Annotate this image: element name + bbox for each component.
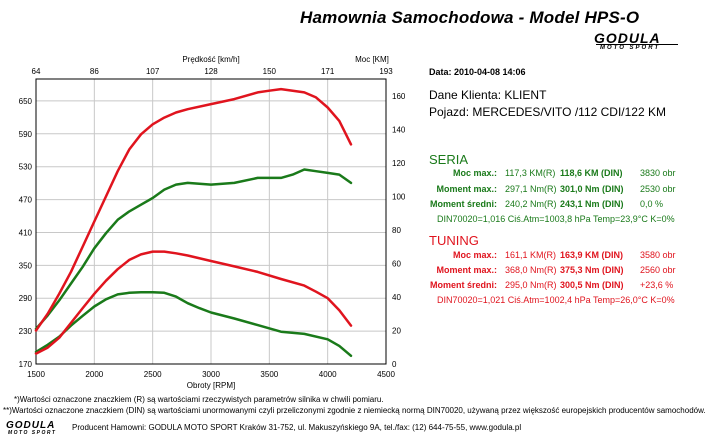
x-tick-label: 2500: [144, 370, 162, 379]
tuning-avg-pct: +23,6 %: [640, 280, 674, 290]
y-right-tick-label: 80: [392, 226, 401, 235]
top-tick-label: 150: [263, 67, 277, 76]
seria-torque-label: Moment max.:: [436, 184, 497, 194]
seria-title: SERIA: [429, 152, 469, 167]
tuning-din-line: DIN70020=1,021 Ciś.Atm=1002,4 hPa Temp=2…: [437, 295, 675, 305]
vehicle-info: Pojazd: MERCEDES/VITO /112 CDI/122 KM: [429, 105, 666, 119]
series-line-0: [34, 168, 353, 331]
series-line-1: [34, 290, 353, 358]
y-left-tick-label: 350: [19, 261, 33, 270]
y-left-tick-label: 410: [19, 228, 33, 237]
x-tick-label: 2000: [85, 370, 103, 379]
seria-power-din: 118,6 KM (DIN): [560, 168, 623, 178]
seria-din-line: DIN70020=1,016 Ciś.Atm=1003,8 hPa Temp=2…: [437, 214, 675, 224]
plot-frame: [35, 78, 387, 365]
y-left-tick-label: 470: [19, 196, 33, 205]
seria-torque-din: 301,0 Nm (DIN): [560, 184, 624, 194]
footer-logo: GODULA: [6, 420, 56, 431]
y-right-tick-label: 40: [392, 293, 401, 302]
top-axis-label: Prędkość [km/h]: [182, 55, 239, 64]
seria-power-rpm: 3830 obr: [640, 168, 676, 178]
logo: GODULA: [594, 30, 661, 46]
dyno-chart: 1500642000862500107300012835001504000171…: [19, 55, 406, 390]
logo-subtitle: MOTO SPORT: [600, 45, 661, 51]
top-tick-label: 128: [204, 67, 218, 76]
y-left-tick-label: 650: [19, 97, 33, 106]
client-info: Dane Klienta: KLIENT: [429, 88, 547, 102]
y-right-tick-label: 140: [392, 125, 406, 134]
footnote-r: *)Wartości oznaczone znaczkiem (R) są wa…: [14, 395, 384, 404]
y-right-tick-label: 20: [392, 326, 401, 335]
y-left-tick-label: 590: [19, 130, 33, 139]
x-tick-label: 4000: [319, 370, 337, 379]
y-right-tick-label: 120: [392, 159, 406, 168]
seria-torque-r: 297,1 Nm(R): [505, 184, 557, 194]
tuning-avg-label: Moment średni:: [429, 280, 497, 290]
x-tick-label: 3500: [260, 370, 278, 379]
top-tick-label: 107: [146, 67, 160, 76]
x-tick-label: 3000: [202, 370, 220, 379]
y-left-tick-label: 290: [19, 294, 33, 303]
test-date: Data: 2010-04-08 14:06: [429, 67, 526, 77]
y-right-tick-label: 160: [392, 92, 406, 101]
tuning-power-din: 163,9 KM (DIN): [560, 250, 624, 260]
seria-avg-label: Moment średni:: [429, 199, 497, 209]
x-tick-label: 4500: [377, 370, 395, 379]
y-right-tick-label: 0: [392, 360, 397, 369]
tuning-torque-rpm: 2560 obr: [640, 265, 676, 275]
footnote-din: **)Wartości oznaczone znaczkiem (DIN) są…: [3, 406, 706, 415]
seria-power-r: 117,3 KM(R): [505, 168, 556, 178]
x-axis-label: Obroty [RPM]: [187, 381, 235, 390]
tuning-power-r: 161,1 KM(R): [505, 250, 557, 260]
tuning-avg-din: 300,5 Nm (DIN): [560, 280, 624, 290]
tuning-torque-r: 368,0 Nm(R): [505, 265, 557, 275]
seria-avg-din: 243,1 Nm (DIN): [560, 199, 624, 209]
chart-series: [34, 87, 353, 358]
series-line-3: [34, 250, 353, 355]
tuning-title: TUNING: [429, 233, 479, 248]
footer-logo-subtitle: MOTO SPORT: [8, 430, 57, 436]
tuning-torque-label: Moment max.:: [436, 265, 497, 275]
top-tick-label: 86: [90, 67, 99, 76]
y-left-tick-label: 530: [19, 163, 33, 172]
logo-underline: [596, 44, 678, 45]
y-right-tick-label: 100: [392, 192, 406, 201]
seria-torque-rpm: 2530 obr: [640, 184, 676, 194]
page-title: Hamownia Samochodowa - Model HPS-O: [300, 8, 640, 27]
tuning-avg-r: 295,0 Nm(R): [505, 280, 557, 290]
seria-power-label: Moc max.:: [452, 168, 497, 178]
chart-grid: [36, 79, 386, 364]
seria-avg-r: 240,2 Nm(R): [505, 199, 557, 209]
x-tick-label: 1500: [27, 370, 45, 379]
y-right-tick-label: 60: [392, 259, 401, 268]
y-left-tick-label: 230: [19, 327, 33, 336]
seria-avg-pct: 0,0 %: [640, 199, 664, 209]
series-line-2: [34, 87, 353, 332]
top-tick-label: 193: [379, 67, 393, 76]
producer-info: Producent Hamowni: GODULA MOTO SPORT Kra…: [72, 423, 522, 432]
tuning-power-label: Moc max.:: [452, 250, 497, 260]
tuning-power-rpm: 3580 obr: [640, 250, 676, 260]
y-left-tick-label: 170: [19, 360, 33, 369]
top-tick-label: 64: [32, 67, 41, 76]
chart-ticks: 1500642000862500107300012835001504000171…: [19, 67, 406, 379]
tuning-torque-din: 375,3 Nm (DIN): [560, 265, 624, 275]
right-axis-label: Moc [KM]: [355, 55, 389, 64]
top-tick-label: 171: [321, 67, 335, 76]
